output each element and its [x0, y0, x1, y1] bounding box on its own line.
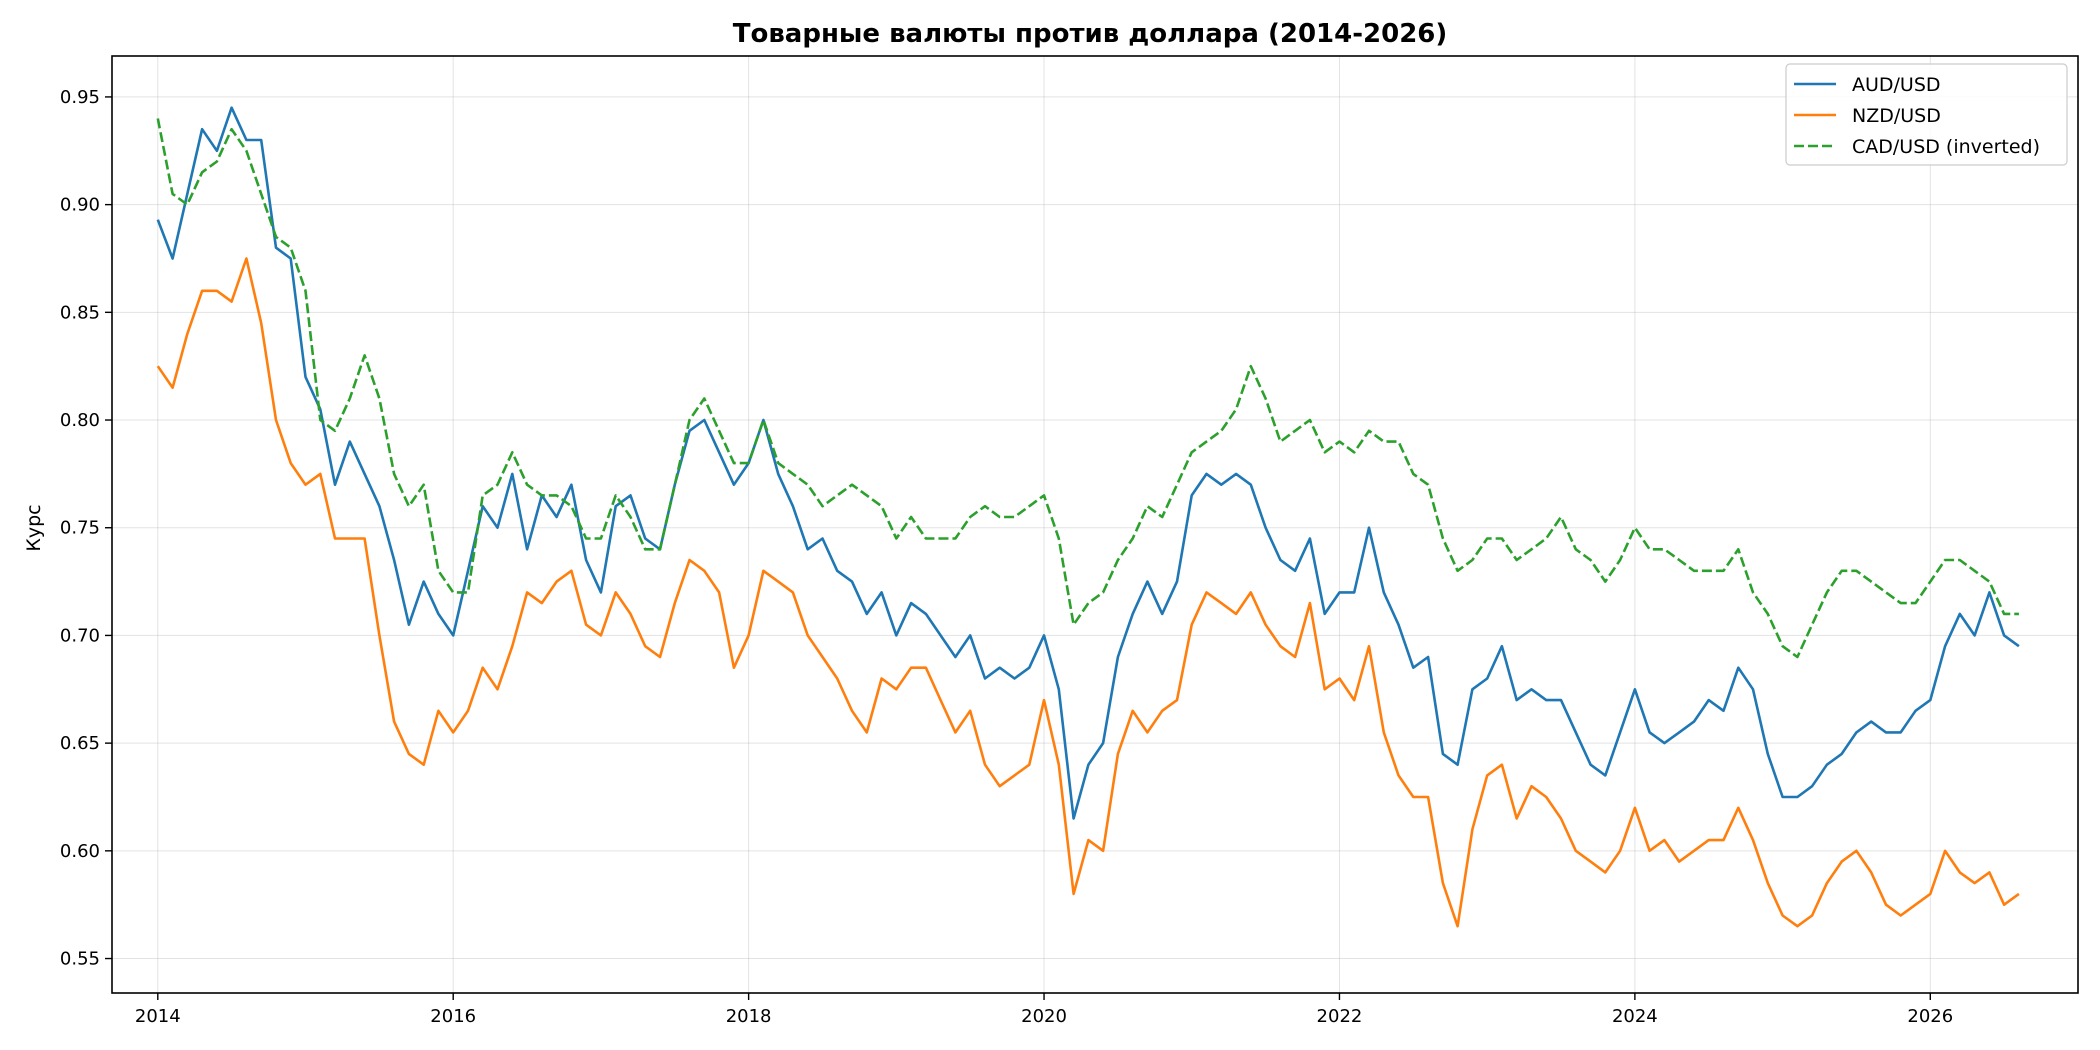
series-line-nzd-usd [156, 257, 2020, 928]
y-tick-label: 0.95 [60, 87, 100, 108]
grid-layer [112, 56, 2078, 993]
x-tick-label: 2022 [1317, 1006, 1363, 1027]
legend-label: AUD/USD [1852, 74, 1941, 96]
series-line-cad-usd-inverted [156, 118, 2019, 659]
legend: AUD/USD NZD/USD CAD/USD (inverted) [1785, 63, 2068, 166]
plot-frame [111, 55, 2079, 994]
series-layer [156, 106, 2020, 928]
x-tick-label: 2016 [430, 1006, 476, 1027]
legend-box [1785, 63, 2068, 166]
x-tick-label: 2014 [135, 1006, 181, 1027]
x-tick-label: 2020 [1021, 1006, 1067, 1027]
y-tick-label: 0.75 [60, 518, 100, 539]
chart-title: Товарные валюты против доллара (2014-202… [733, 19, 1448, 49]
legend-label: NZD/USD [1852, 105, 1941, 127]
y-tick-label: 0.70 [60, 625, 100, 646]
series-line-aud-usd [156, 106, 2020, 820]
y-tick-label: 0.65 [60, 733, 100, 754]
y-tick-label: 0.60 [60, 841, 100, 862]
y-tick-label: 0.80 [60, 410, 100, 431]
y-tick-label: 0.90 [60, 195, 100, 216]
legend-label: CAD/USD (inverted) [1852, 136, 2040, 158]
x-tick-label: 2024 [1612, 1006, 1658, 1027]
x-tick-label: 2026 [1907, 1006, 1953, 1027]
y-axis-label: Курс [23, 504, 45, 551]
y-tick-label: 0.85 [60, 302, 100, 323]
x-tick-label: 2018 [726, 1006, 772, 1027]
x-axis: 2014 2016 2018 2020 2022 2024 2026 [135, 993, 1953, 1027]
y-tick-label: 0.55 [60, 949, 100, 970]
y-axis: 0.55 0.60 0.65 0.70 0.75 0.80 0.85 0.90 0.95 [60, 87, 112, 970]
